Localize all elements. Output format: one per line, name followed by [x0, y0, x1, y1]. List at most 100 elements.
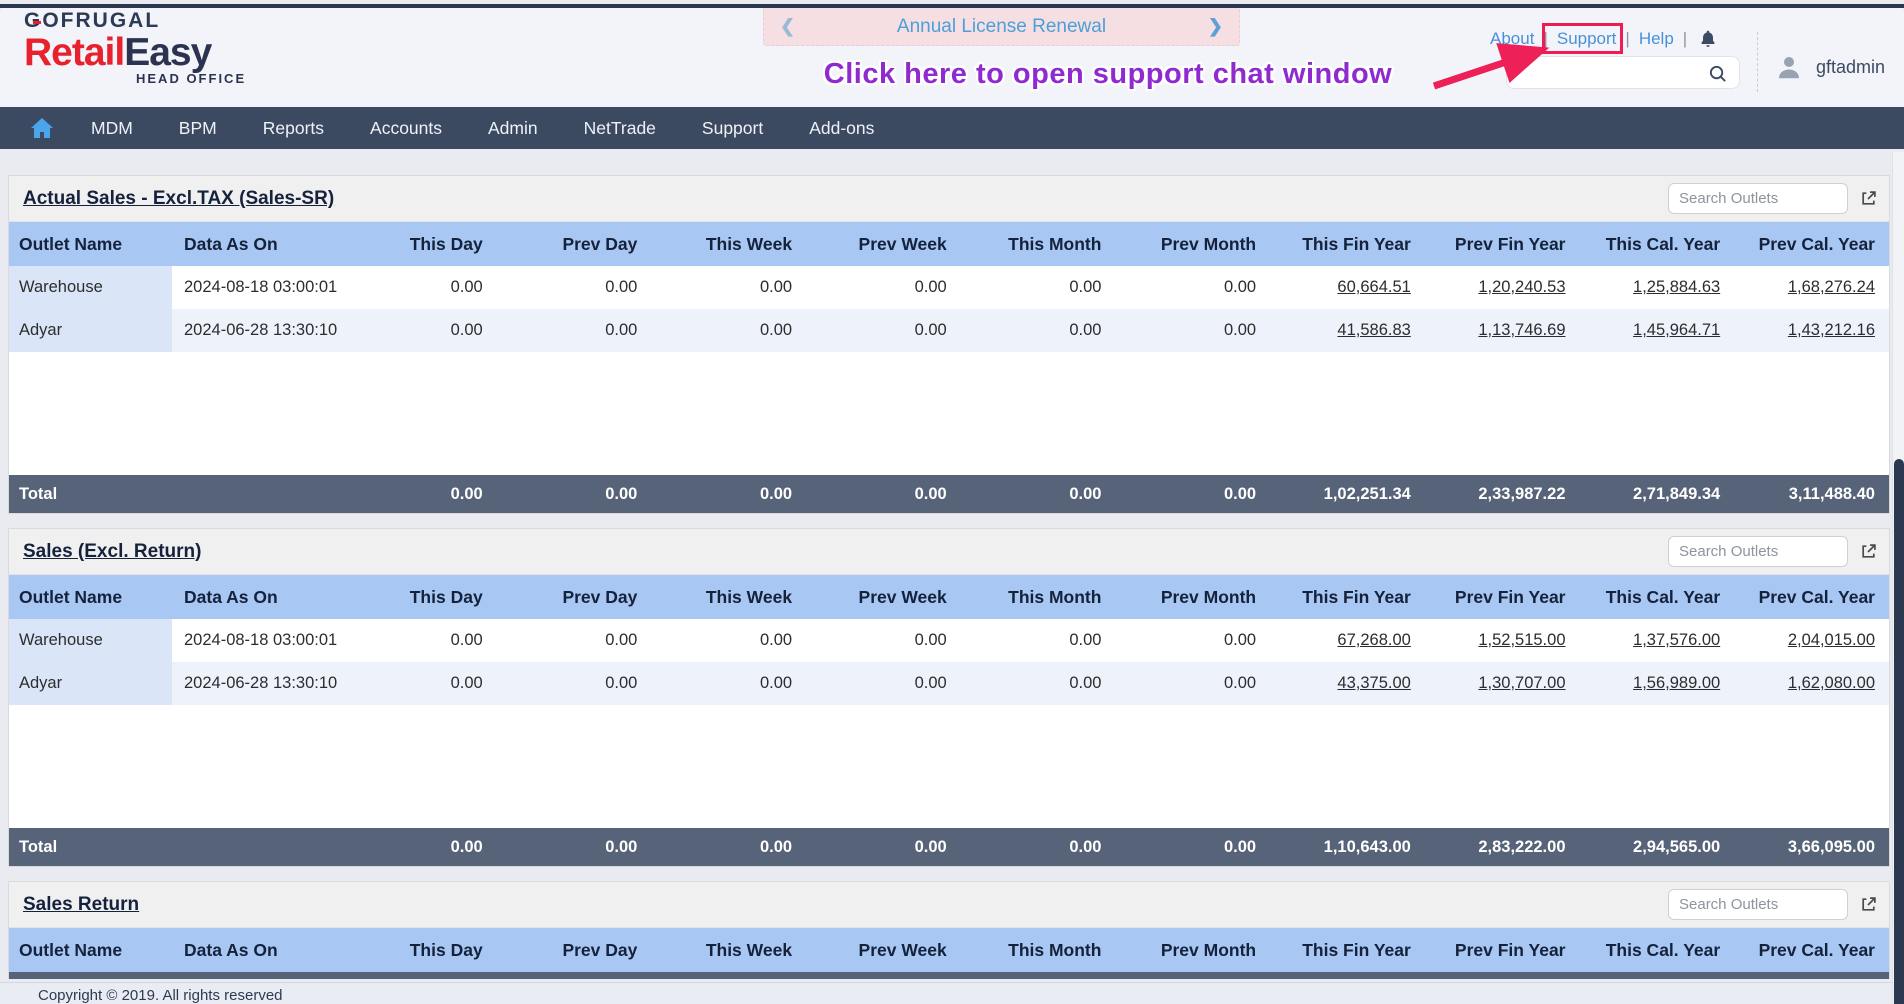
value-cell[interactable]: 1,13,746.69	[1424, 309, 1580, 352]
nav-item-support[interactable]: Support	[701, 117, 764, 138]
total-value: 2,94,565.00	[1579, 828, 1735, 866]
value-cell: 0.00	[960, 266, 1116, 309]
table-row: Adyar 2024-06-28 13:30:10 0.00 0.00 0.00 0.00…	[9, 662, 1889, 705]
col-outlet-name: Outlet Name	[9, 222, 172, 266]
value-cell[interactable]: 1,25,884.63	[1579, 266, 1735, 309]
total-value: 0.00	[806, 475, 961, 513]
chevron-right-icon[interactable]: ❯	[1207, 16, 1223, 36]
value-cell[interactable]: 1,37,576.00	[1579, 619, 1735, 662]
col-this-day: This Day	[342, 928, 497, 972]
value-cell: 0.00	[806, 662, 961, 705]
total-value: 22,664.85	[1424, 972, 1580, 979]
value-cell[interactable]: 1,20,240.53	[1424, 266, 1580, 309]
search-icon[interactable]	[1708, 64, 1727, 88]
nav-item-add-ons[interactable]: Add-ons	[809, 117, 875, 138]
panel-title: Sales (Excl. Return)	[23, 540, 202, 562]
total-value: 0.00	[1115, 475, 1271, 513]
panel-title: Actual Sales - Excl.TAX (Sales-SR)	[23, 187, 335, 209]
table-row: Warehouse 2024-08-18 03:00:01 0.00 0.00 0.00…	[9, 619, 1889, 662]
value-cell: 0.00	[342, 619, 497, 662]
total-value: 0.00	[496, 828, 652, 866]
total-row: Total0.000.000.000.000.000.00400.0022,66…	[9, 972, 1889, 979]
home-icon	[31, 118, 53, 138]
total-value: 0.00	[342, 828, 497, 866]
retaileasy-logo: GOFRUGAL RetailEasy HEAD OFFICE	[24, 9, 247, 86]
help-link[interactable]: Help	[1638, 29, 1674, 48]
col-data-as-on: Data As On	[172, 928, 342, 972]
total-value: 1,10,643.00	[1270, 828, 1425, 866]
date-cell: 2024-06-28 13:30:10	[172, 662, 342, 705]
license-banner: ❮ Annual License Renewal ❯	[763, 7, 1240, 46]
value-cell[interactable]: 67,268.00	[1270, 619, 1425, 662]
value-cell: 0.00	[342, 266, 497, 309]
total-value: 0.00	[342, 972, 497, 979]
value-cell: 0.00	[496, 309, 652, 352]
scrollbar-thumb[interactable]	[1894, 459, 1904, 1004]
nav-item-reports[interactable]: Reports	[262, 117, 325, 138]
nav-item-admin[interactable]: Admin	[488, 117, 538, 138]
total-value: 3,66,095.00	[1734, 828, 1889, 866]
value-cell: 0.00	[1115, 619, 1271, 662]
nav-item-bpm[interactable]: BPM	[178, 117, 217, 138]
gofrugal-brand: GOFRUGAL	[24, 9, 246, 32]
search-outlets-input[interactable]	[1668, 183, 1848, 214]
total-value: 0.00	[342, 475, 497, 513]
chevron-left-icon[interactable]: ❮	[780, 16, 796, 36]
license-banner-label[interactable]: Annual License Renewal	[896, 15, 1107, 37]
value-cell[interactable]: 41,586.83	[1270, 309, 1425, 352]
main-content: Actual Sales - Excl.TAX (Sales-SR) Outlet…	[0, 149, 1904, 979]
value-cell[interactable]: 2,04,015.00	[1734, 619, 1889, 662]
home-nav-item[interactable]	[16, 117, 68, 139]
total-value: 0.00	[496, 972, 652, 979]
nav-item-nettrade[interactable]: NetTrade	[583, 117, 656, 138]
col-prev-cal-year: Prev Cal. Year	[1734, 928, 1889, 972]
notification-bell-icon[interactable]	[1698, 28, 1718, 50]
total-value: 2,83,222.00	[1424, 828, 1580, 866]
total-value: 0.00	[1115, 972, 1271, 979]
col-prev-fin-year: Prev Fin Year	[1424, 928, 1580, 972]
external-link-icon[interactable]	[1860, 896, 1877, 913]
table-row: Adyar 2024-06-28 13:30:10 0.00 0.00 0.00 0.00…	[9, 309, 1889, 352]
search-outlets-input[interactable]	[1668, 536, 1848, 567]
total-row: Total 0.00 0.00 0.00 0.00 0.00 0.00 1,10,643.00…	[9, 828, 1889, 866]
external-link-icon[interactable]	[1860, 190, 1877, 207]
nav-item-mdm[interactable]: MDM	[91, 117, 133, 138]
col-this-cal-year: This Cal. Year	[1579, 222, 1735, 266]
value-cell[interactable]: 43,375.00	[1270, 662, 1425, 705]
panel-title: Sales Return	[23, 893, 140, 915]
col-this-week: This Week	[651, 222, 807, 266]
value-cell[interactable]: 60,664.51	[1270, 266, 1425, 309]
nav-menu: MDM BPM Reports Accounts Admin NetTrade Suppor…	[68, 118, 897, 139]
col-this-fin-year: This Fin Year	[1270, 575, 1425, 619]
value-cell[interactable]: 1,62,080.00	[1734, 662, 1889, 705]
col-this-month: This Month	[960, 222, 1116, 266]
value-cell[interactable]: 1,56,989.00	[1579, 662, 1735, 705]
empty-space-cell	[9, 705, 1889, 828]
col-outlet-name: Outlet Name	[9, 928, 172, 972]
outlet-cell: Warehouse	[9, 619, 172, 662]
value-cell: 0.00	[806, 619, 961, 662]
value-cell: 0.00	[651, 662, 807, 705]
value-cell[interactable]: 1,30,707.00	[1424, 662, 1580, 705]
value-cell[interactable]: 1,43,212.16	[1734, 309, 1889, 352]
value-cell[interactable]: 1,52,515.00	[1424, 619, 1580, 662]
col-prev-day: Prev Day	[496, 928, 652, 972]
value-cell: 0.00	[1115, 662, 1271, 705]
value-cell: 0.00	[1115, 309, 1271, 352]
total-label: Total	[9, 972, 342, 979]
support-link[interactable]: Support	[1556, 29, 1617, 48]
external-link-icon[interactable]	[1860, 543, 1877, 560]
value-cell[interactable]: 1,45,964.71	[1579, 309, 1735, 352]
value-cell[interactable]: 1,68,276.24	[1734, 266, 1889, 309]
empty-space	[9, 352, 1889, 475]
value-cell: 0.00	[342, 309, 497, 352]
search-outlets-input[interactable]	[1668, 889, 1848, 920]
value-cell: 0.00	[496, 266, 652, 309]
head-office-label: HEAD OFFICE	[136, 70, 247, 86]
user-menu[interactable]: gftadmin	[1774, 52, 1885, 82]
sales-table: Outlet Name Data As On This Day Prev Day Thi…	[9, 222, 1889, 513]
value-cell: 0.00	[496, 662, 652, 705]
col-this-cal-year: This Cal. Year	[1579, 928, 1735, 972]
nav-item-accounts[interactable]: Accounts	[370, 117, 442, 138]
vertical-scrollbar-track	[1892, 152, 1904, 1004]
